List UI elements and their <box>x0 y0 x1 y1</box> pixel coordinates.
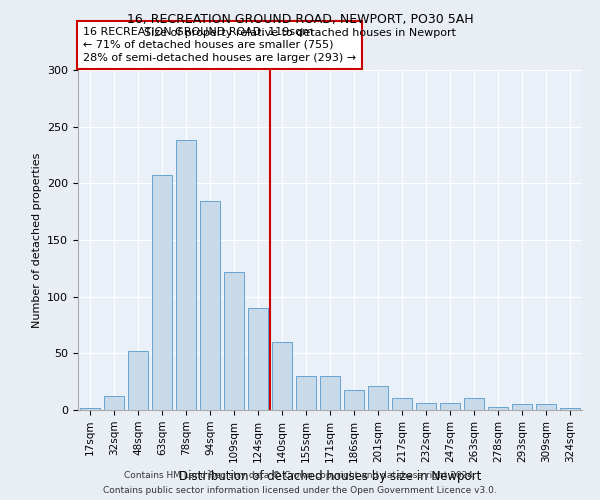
Bar <box>464 398 484 410</box>
Text: 16, RECREATION GROUND ROAD, NEWPORT, PO30 5AH: 16, RECREATION GROUND ROAD, NEWPORT, PO3… <box>127 12 473 26</box>
Bar <box>176 140 196 410</box>
Bar <box>344 390 364 410</box>
Bar <box>152 176 172 410</box>
Bar <box>536 404 556 410</box>
Bar <box>104 396 124 410</box>
Bar <box>416 403 436 410</box>
Bar <box>128 351 148 410</box>
Bar <box>248 308 268 410</box>
Bar <box>488 406 508 410</box>
Text: 16 RECREATION GROUND ROAD: 119sqm
← 71% of detached houses are smaller (755)
28%: 16 RECREATION GROUND ROAD: 119sqm ← 71% … <box>83 27 356 63</box>
Bar <box>200 202 220 410</box>
Bar <box>320 376 340 410</box>
Bar <box>560 408 580 410</box>
Bar <box>368 386 388 410</box>
Bar <box>296 376 316 410</box>
Bar <box>224 272 244 410</box>
Bar <box>272 342 292 410</box>
Y-axis label: Number of detached properties: Number of detached properties <box>32 152 41 328</box>
Bar <box>512 404 532 410</box>
Bar <box>392 398 412 410</box>
Bar <box>80 408 100 410</box>
Bar <box>440 403 460 410</box>
Text: Size of property relative to detached houses in Newport: Size of property relative to detached ho… <box>144 28 456 38</box>
Text: Contains HM Land Registry data © Crown copyright and database right 2024.: Contains HM Land Registry data © Crown c… <box>124 471 476 480</box>
X-axis label: Distribution of detached houses by size in Newport: Distribution of detached houses by size … <box>179 470 481 483</box>
Text: Contains public sector information licensed under the Open Government Licence v3: Contains public sector information licen… <box>103 486 497 495</box>
